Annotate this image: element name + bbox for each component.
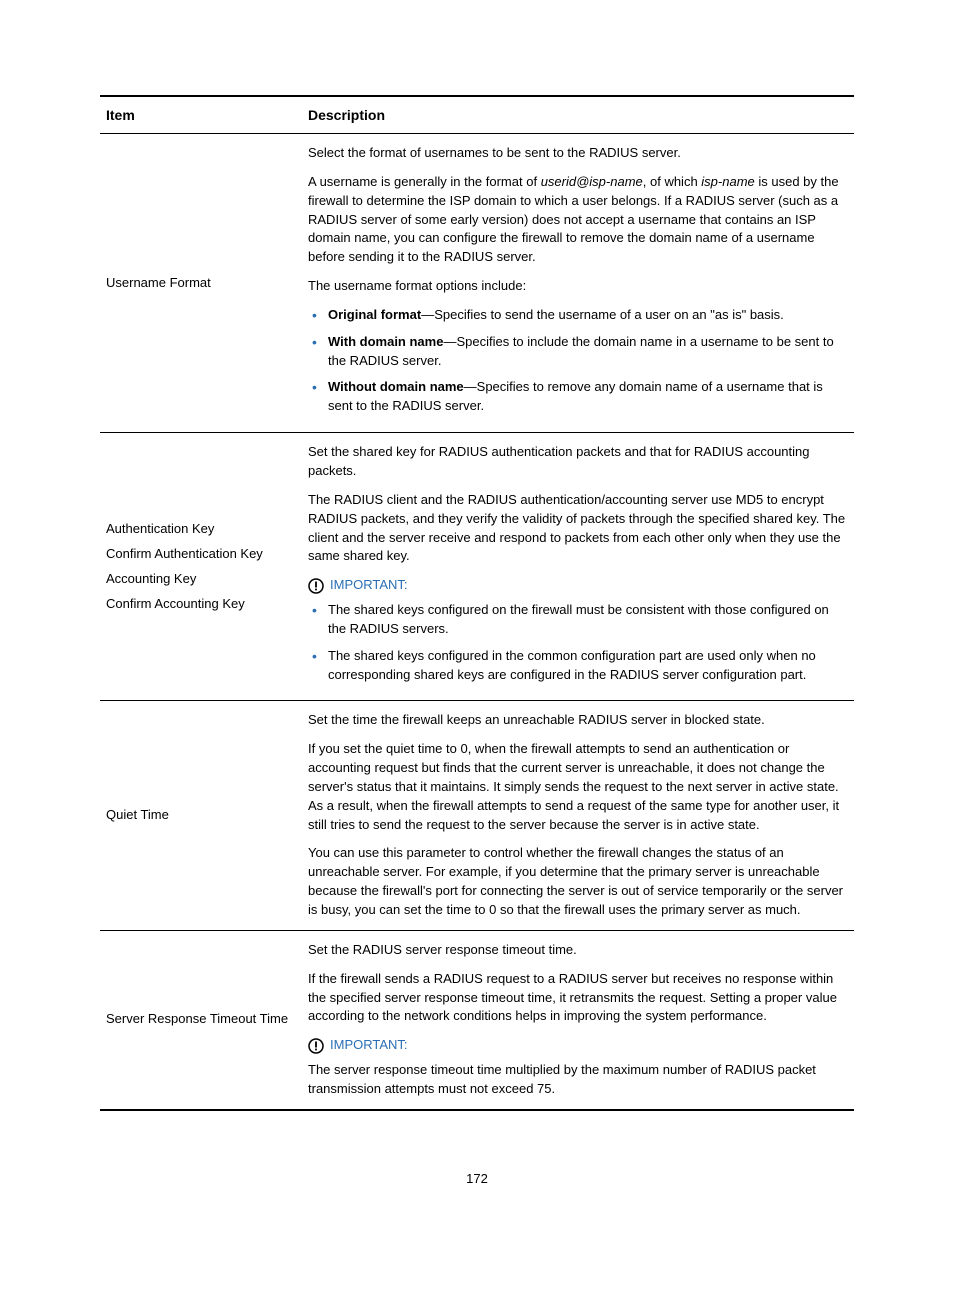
page: Item Description Username Format Select … (0, 0, 954, 1296)
important-icon (308, 1038, 324, 1054)
desc-text: Set the RADIUS server response timeout t… (308, 941, 848, 960)
header-item: Item (100, 96, 302, 134)
list-item: The shared keys configured in the common… (328, 647, 848, 685)
item-label: Authentication Key (106, 520, 296, 539)
table-row: Authentication Key Confirm Authenticatio… (100, 433, 854, 701)
item-label: Confirm Authentication Key (106, 545, 296, 564)
description-cell: Set the time the firewall keeps an unrea… (302, 701, 854, 930)
config-table: Item Description Username Format Select … (100, 95, 854, 1111)
description-cell: Set the shared key for RADIUS authentica… (302, 433, 854, 701)
item-cell: Quiet Time (100, 701, 302, 930)
important-label: IMPORTANT: (330, 576, 408, 595)
description-cell: Set the RADIUS server response timeout t… (302, 930, 854, 1109)
important-list: The shared keys configured on the firewa… (308, 601, 848, 684)
table-row: Username Format Select the format of use… (100, 134, 854, 433)
item-cell: Authentication Key Confirm Authenticatio… (100, 433, 302, 701)
option-list: Original format—Specifies to send the us… (308, 306, 848, 416)
desc-text: Set the shared key for RADIUS authentica… (308, 443, 848, 481)
list-item: Without domain name—Specifies to remove … (328, 378, 848, 416)
item-cell: Username Format (100, 134, 302, 433)
desc-text: The server response timeout time multipl… (308, 1061, 848, 1099)
table-row: Quiet Time Set the time the firewall kee… (100, 701, 854, 930)
important-callout: IMPORTANT: (308, 1036, 848, 1055)
list-item: Original format—Specifies to send the us… (328, 306, 848, 325)
table-row: Server Response Timeout Time Set the RAD… (100, 930, 854, 1109)
desc-text: If the firewall sends a RADIUS request t… (308, 970, 848, 1027)
item-label: Confirm Accounting Key (106, 595, 296, 614)
desc-text: The username format options include: (308, 277, 848, 296)
table-header-row: Item Description (100, 96, 854, 134)
list-item: The shared keys configured on the firewa… (328, 601, 848, 639)
header-description: Description (302, 96, 854, 134)
desc-text: If you set the quiet time to 0, when the… (308, 740, 848, 834)
item-label: Accounting Key (106, 570, 296, 589)
item-label: Quiet Time (106, 807, 169, 822)
item-cell: Server Response Timeout Time (100, 930, 302, 1109)
desc-text: Set the time the firewall keeps an unrea… (308, 711, 848, 730)
important-label: IMPORTANT: (330, 1036, 408, 1055)
item-label: Server Response Timeout Time (106, 1011, 288, 1026)
desc-text: The RADIUS client and the RADIUS authent… (308, 491, 848, 566)
page-number: 172 (100, 1171, 854, 1186)
list-item: With domain name—Specifies to include th… (328, 333, 848, 371)
desc-text: Select the format of usernames to be sen… (308, 144, 848, 163)
item-label: Username Format (106, 275, 211, 290)
desc-text: You can use this parameter to control wh… (308, 844, 848, 919)
important-icon (308, 578, 324, 594)
description-cell: Select the format of usernames to be sen… (302, 134, 854, 433)
important-callout: IMPORTANT: (308, 576, 848, 595)
desc-text: A username is generally in the format of… (308, 173, 848, 267)
